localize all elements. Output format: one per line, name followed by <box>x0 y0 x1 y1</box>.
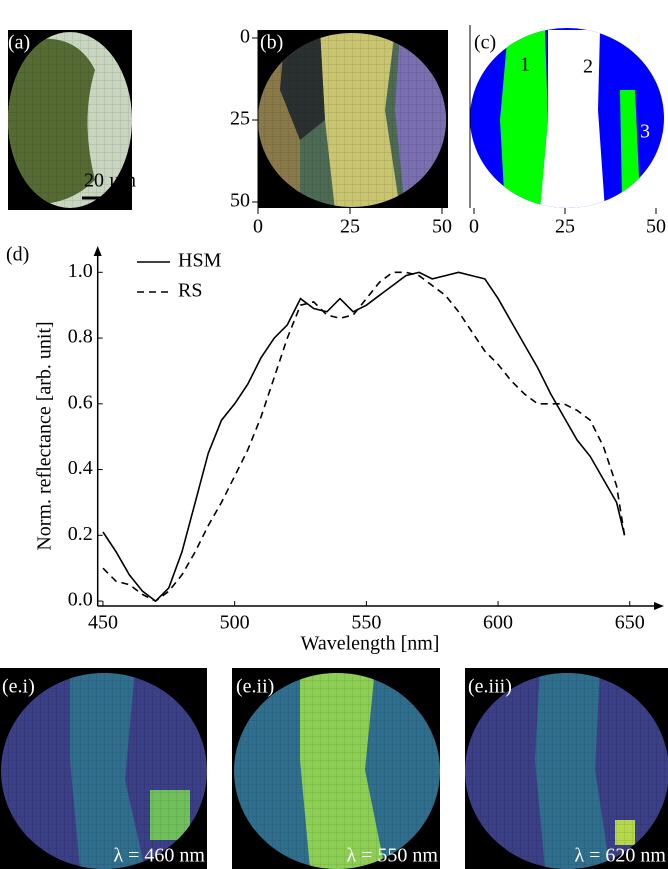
x-tick-label: 25 <box>555 216 575 238</box>
x-tick-label: 500 <box>220 612 250 634</box>
region-label: 1 <box>520 54 530 76</box>
x-tick-label: 50 <box>432 216 452 238</box>
panel-label: (e.i) <box>2 676 35 698</box>
images-e <box>0 668 668 869</box>
y-tick-label: 0.8 <box>68 326 93 348</box>
x-axis-label: Wavelength [nm] <box>301 633 440 655</box>
image-a <box>8 30 132 210</box>
x-tick-label: 450 <box>88 612 118 634</box>
panel-label: (b) <box>260 32 283 54</box>
y-axis-label: Norm. reflectance [arb. unit] <box>34 321 56 550</box>
y-tick-label: 0.6 <box>68 391 93 413</box>
image-c <box>469 25 664 208</box>
y-tick-label: 1.0 <box>68 260 93 282</box>
x-tick-label: 0 <box>469 216 479 238</box>
data-line <box>102 271 626 603</box>
region-label: 3 <box>640 121 650 143</box>
x-tick-label: 25 <box>340 216 360 238</box>
x-tick-label: 0 <box>253 216 263 238</box>
region-label: 2 <box>583 56 593 78</box>
panel-label: (c) <box>474 32 496 54</box>
panel-label: (e.iii) <box>468 676 512 698</box>
panel-label: (a) <box>8 32 30 54</box>
wavelength-caption: λ = 620 nm <box>574 845 666 867</box>
y-tick-label: 0.2 <box>68 523 93 545</box>
x-tick-label: 650 <box>615 612 645 634</box>
y-tick-label: 0.0 <box>68 589 93 611</box>
image-b <box>257 30 448 208</box>
x-tick-label: 50 <box>646 216 666 238</box>
y-tick-label: 0.4 <box>68 457 93 479</box>
panel-label: (e.ii) <box>236 676 274 698</box>
y-tick-label: 0 <box>240 26 250 48</box>
x-tick-label: 600 <box>483 612 513 634</box>
x-axis-arrow <box>654 602 664 610</box>
legend-label: RS <box>178 280 202 302</box>
scale-bar-label: 20 µm <box>84 170 137 192</box>
wavelength-caption: λ = 460 nm <box>113 845 205 867</box>
x-tick-label: 550 <box>351 612 381 634</box>
region-label: 4 <box>478 181 488 203</box>
data-line <box>102 271 626 603</box>
wavelength-caption: λ = 550 nm <box>346 845 438 867</box>
y-tick-label: 50 <box>230 190 250 212</box>
panel-label: (d) <box>6 244 29 266</box>
y-axis-arrow <box>93 246 102 256</box>
legend-label: HSM <box>178 250 222 272</box>
y-tick-label: 25 <box>230 108 250 130</box>
